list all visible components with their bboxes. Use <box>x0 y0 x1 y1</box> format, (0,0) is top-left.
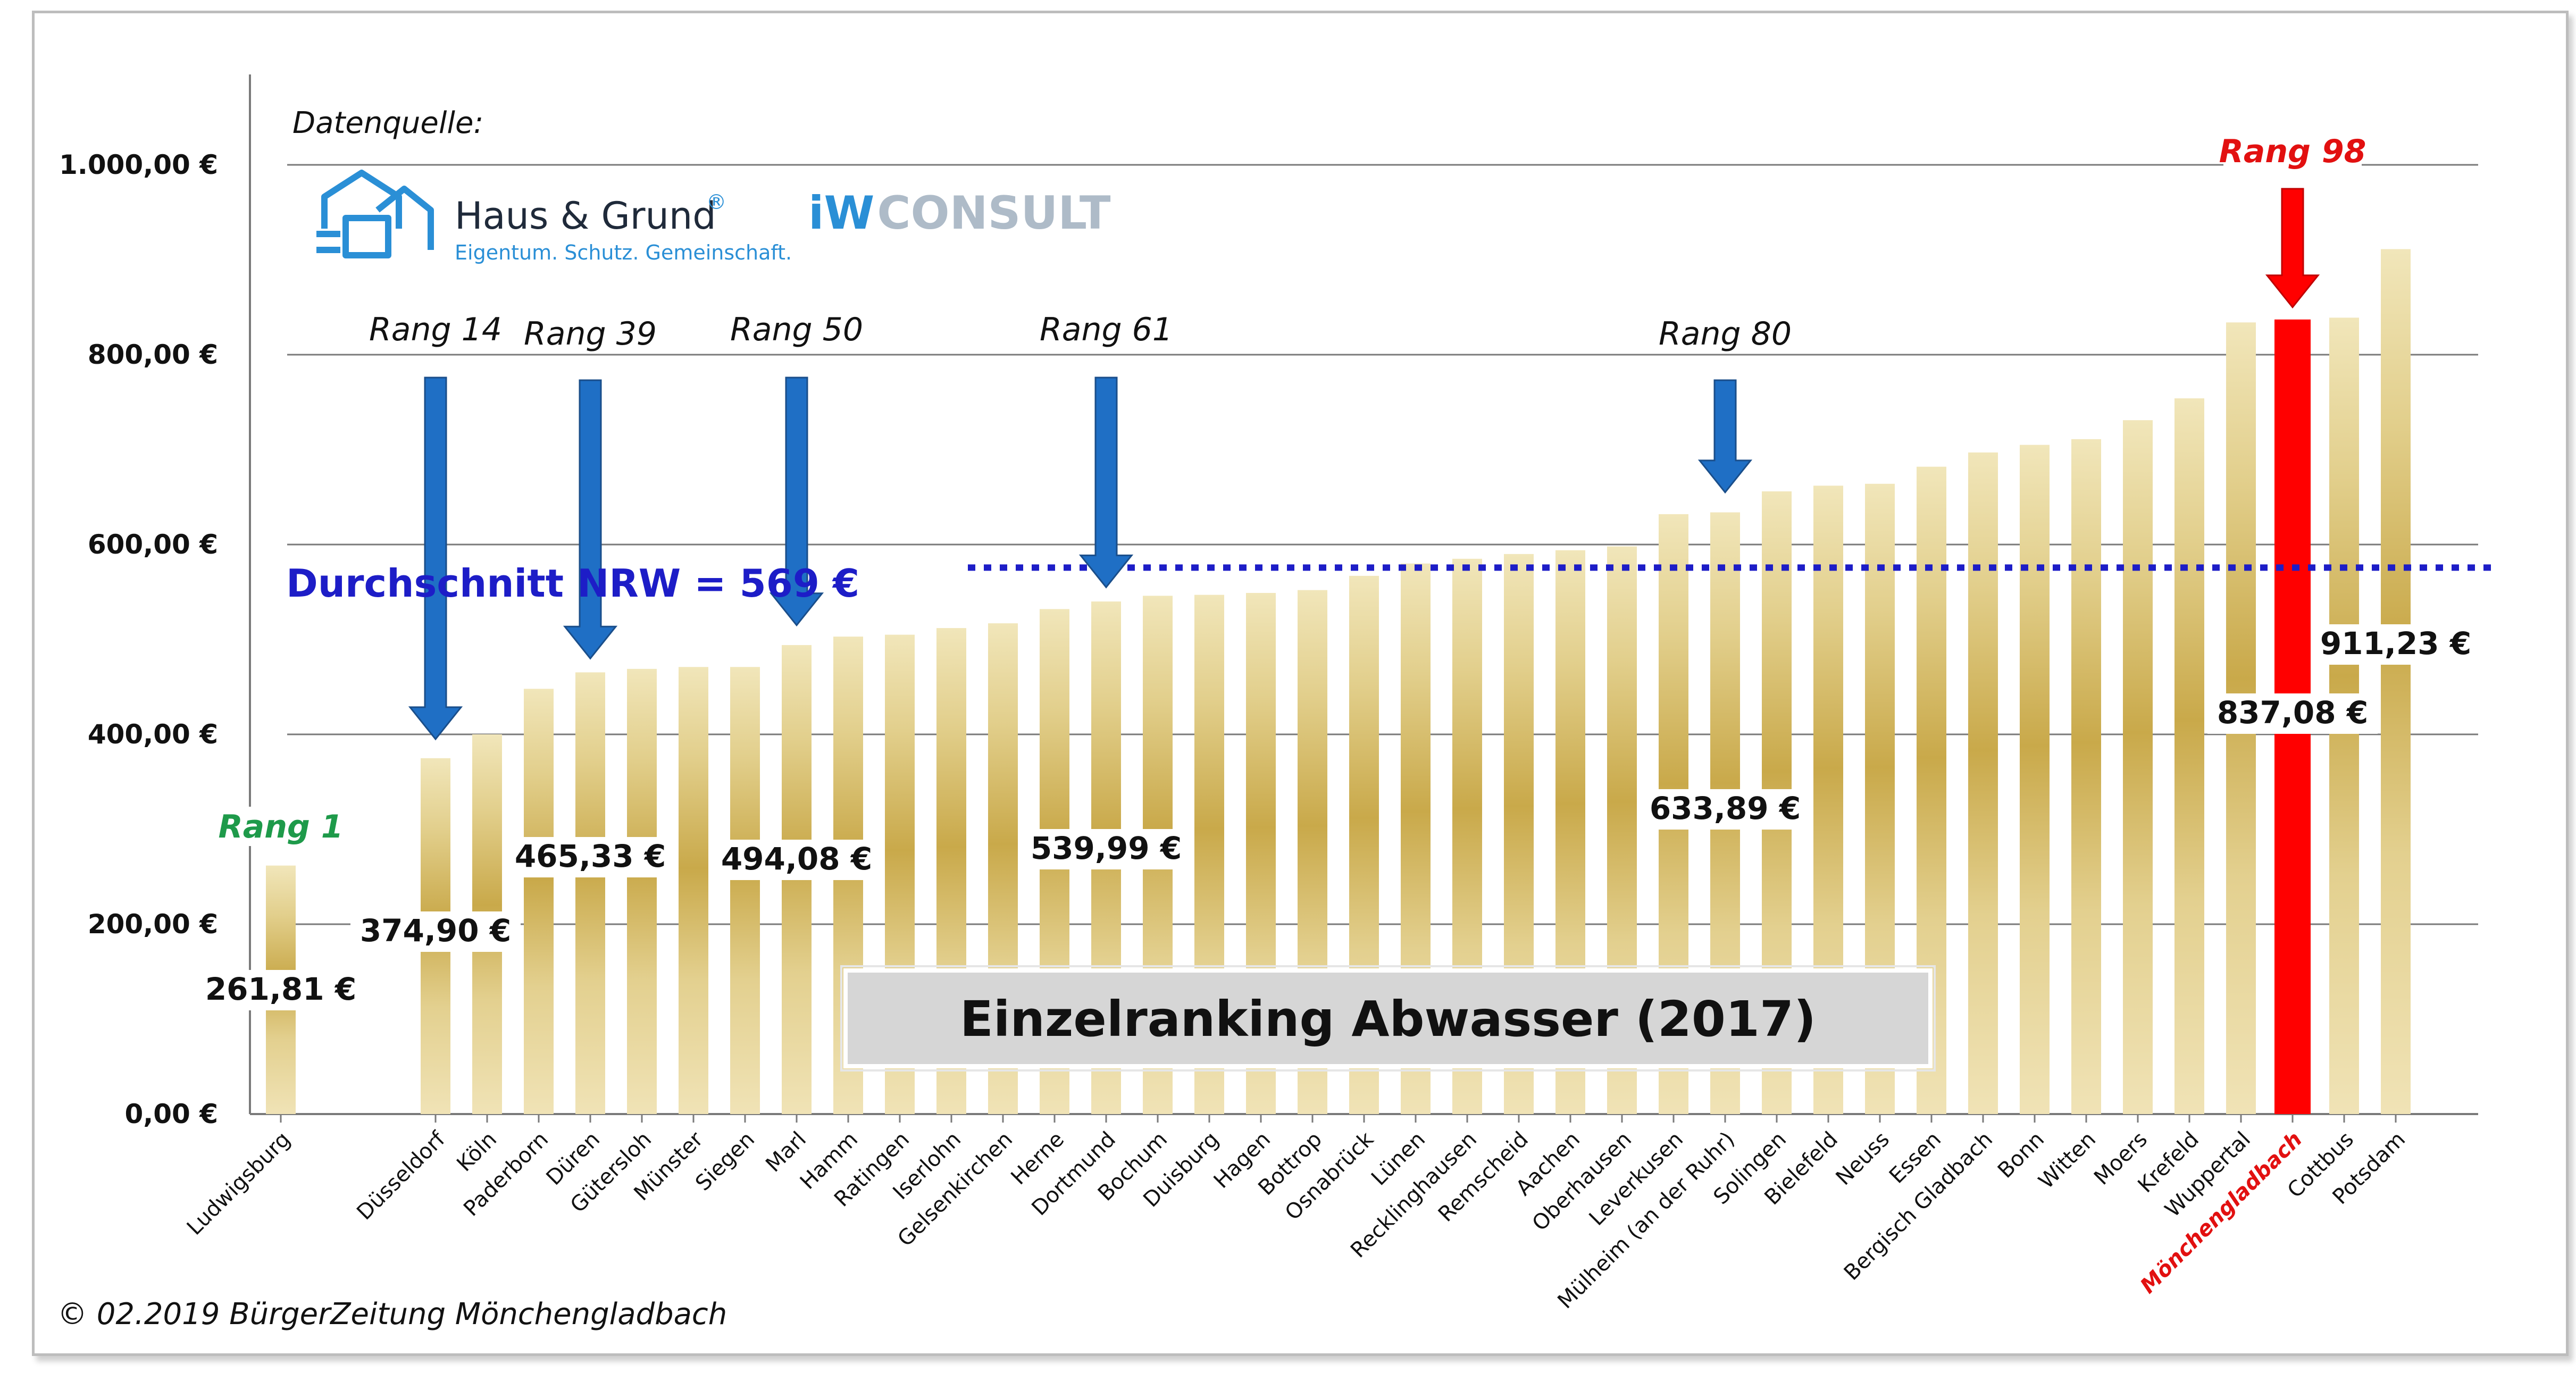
rank-label-bg <box>727 309 866 349</box>
data-label-bg <box>505 837 675 877</box>
arrow-down-icon <box>1078 376 1134 589</box>
data-label-bg <box>196 970 366 1010</box>
svg-text:iWCONSULT: iWCONSULT <box>808 187 1111 240</box>
y-tick-label: 200,00 € <box>88 909 218 940</box>
chart-title-box: Einzelranking Abwasser (2017) <box>840 965 1936 1072</box>
x-axis-labels: Ludwigsburg Düsseldorf KölnPaderbornDürenG… <box>182 1127 2410 1313</box>
arrow-down-icon <box>408 376 463 741</box>
x-category-label: Ludwigsburg <box>182 1127 295 1240</box>
data-label: 465,33 € <box>515 838 666 874</box>
data-label: 837,08 € <box>2217 694 2368 731</box>
x-category-label: Siegen <box>691 1127 759 1196</box>
data-label-bg <box>2311 624 2481 665</box>
average-label: Durchschnitt NRW = 569 € <box>286 561 859 606</box>
data-label-bg <box>1640 789 1810 830</box>
rank-label: Rang 61 <box>1040 311 1173 348</box>
arrow-down-icon <box>1697 379 1753 494</box>
bar-siegen <box>730 667 760 1114</box>
data-label: 633,89 € <box>1650 790 1801 826</box>
arrow-down-icon <box>563 379 618 660</box>
bar-gütersloh <box>627 668 657 1114</box>
x-category-label: Neuss <box>1831 1127 1894 1190</box>
data-label-bg <box>712 840 882 880</box>
haus-grund-registered: ® <box>706 190 726 214</box>
rank-label-bg <box>521 314 659 353</box>
source-label: Datenquelle: <box>292 106 483 140</box>
data-label: 374,90 € <box>360 913 511 949</box>
data-labels: Rang 1 Rang 14 Rang 39 Rang 50 Rang 61 Rang 8… <box>196 131 2481 1010</box>
y-tick-label: 800,00 € <box>88 339 218 370</box>
data-label: 261,81 € <box>205 971 356 1007</box>
rank-label: Rang 14 <box>369 311 502 348</box>
rank-label: Rang 50 <box>730 311 863 348</box>
arrows <box>408 188 2320 741</box>
rank-label-bg <box>1037 309 1175 349</box>
house-icon <box>316 170 434 258</box>
haus-grund-logo: Haus & Grund ® Eigentum. Schutz. Gemeins… <box>316 170 792 264</box>
haus-grund-name: Haus & Grund <box>455 194 716 238</box>
data-label: 494,08 € <box>721 841 872 877</box>
bar-paderborn <box>524 689 554 1114</box>
data-label-bg <box>1021 829 1191 869</box>
y-tick-label: 1.000,00 € <box>59 149 218 180</box>
data-label-bg <box>2207 693 2378 734</box>
copyright-notice: © 02.2019 BürgerZeitung Mönchengladbach <box>57 1297 727 1332</box>
x-category-label: Witten <box>2034 1127 2101 1194</box>
y-tick-label: 400,00 € <box>88 719 218 750</box>
bar-moers <box>2123 420 2153 1114</box>
rank-label-bg <box>366 309 505 349</box>
rank-label-bg <box>1656 314 1794 353</box>
bar-bonn <box>2020 445 2050 1115</box>
data-label: 911,23 € <box>2320 625 2471 662</box>
x-category-label: Düsseldorf <box>352 1127 450 1225</box>
arrow-down-icon <box>2265 188 2320 309</box>
iw-part: iW <box>808 187 874 240</box>
y-tick-label: 0,00 € <box>124 1099 218 1129</box>
rank-label-bg <box>2223 131 2362 171</box>
data-label: 539,99 € <box>1031 830 1182 866</box>
rank-label: Rang 80 <box>1659 315 1792 353</box>
bar-witten <box>2071 439 2101 1114</box>
data-label-bg <box>350 911 521 952</box>
arrow-down-icon <box>769 376 824 627</box>
bar-potsdam <box>2381 249 2411 1114</box>
rank-label: Rang 98 <box>2219 133 2366 170</box>
y-tick-label: 600,00 € <box>88 529 218 560</box>
iw-consult-logo: iWCONSULT <box>808 187 1111 240</box>
chart-title: Einzelranking Abwasser (2017) <box>960 991 1816 1048</box>
bar-düren <box>575 672 605 1114</box>
bar-krefeld <box>2174 398 2204 1114</box>
bar-bergisch-gladbach <box>1968 452 1998 1114</box>
rank-label-bg <box>212 807 350 846</box>
haus-grund-slogan: Eigentum. Schutz. Gemeinschaft. <box>455 241 792 264</box>
rank-label: Rang 1 <box>219 808 344 846</box>
rank-label: Rang 39 <box>524 315 657 353</box>
consult-part: CONSULT <box>877 187 1111 240</box>
bar-münster <box>679 667 708 1114</box>
